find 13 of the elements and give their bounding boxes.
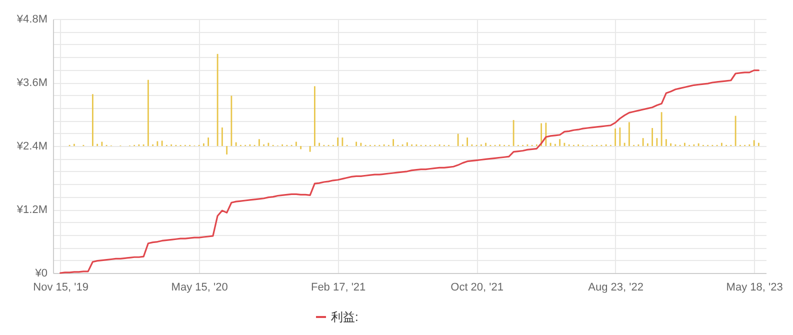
y-tick-label: ¥2.4M: [16, 140, 48, 152]
x-tick-label: May 15, '20: [171, 282, 228, 294]
y-tick-label: ¥0: [34, 268, 48, 280]
x-tick-label: Oct 20, '21: [450, 282, 504, 294]
y-tick-label: ¥3.6M: [16, 77, 48, 89]
x-tick-label: Nov 15, '19: [33, 282, 88, 294]
y-tick-label: ¥1.2M: [16, 204, 48, 216]
legend-label: 利益:: [331, 310, 358, 324]
x-tick-label: May 18, '23: [726, 282, 783, 294]
line-series: [60, 70, 760, 274]
x-tick-label: Aug 23, '22: [588, 282, 644, 294]
x-tick-label: Feb 17, '21: [310, 282, 366, 294]
y-tick-label: ¥4.8M: [16, 14, 48, 26]
